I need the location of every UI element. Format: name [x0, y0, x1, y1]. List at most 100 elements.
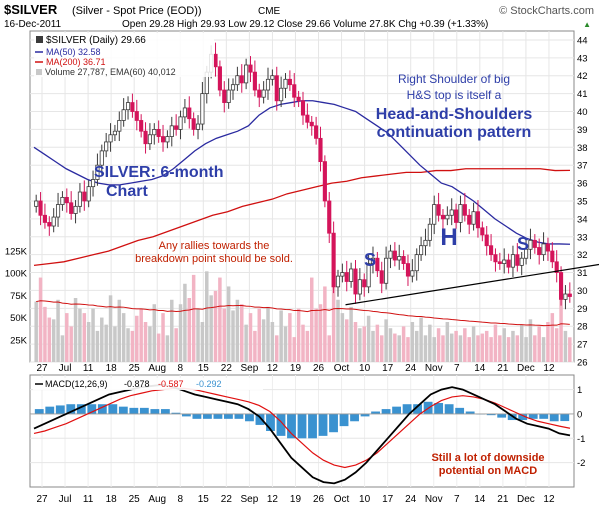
volume-bar [296, 308, 301, 362]
volume-bar [51, 319, 56, 362]
candle-body [55, 204, 61, 218]
volume-bar [200, 322, 205, 362]
candle-body [279, 87, 284, 102]
right-shoulder-label: S [517, 234, 529, 254]
candle-body [449, 209, 454, 216]
candle-body [322, 161, 327, 202]
candle [95, 153, 100, 186]
macd-date-tick-label: 12 [543, 494, 555, 505]
volume-bar [65, 313, 69, 362]
volume-bar [323, 286, 327, 362]
candle-body [515, 254, 520, 266]
candle-body [392, 250, 397, 261]
macd-date-tick-label: 11 [83, 494, 94, 505]
candle-body [38, 200, 43, 216]
volume-bar [533, 335, 537, 362]
macd-histogram-bar [76, 404, 86, 414]
candle [86, 180, 91, 208]
date-tick-label: 18 [106, 363, 118, 374]
volume-bar [554, 328, 559, 362]
candle [182, 98, 187, 124]
volume-bar [528, 319, 533, 362]
candle-body [178, 116, 183, 130]
date-tick-label: Oct [334, 363, 350, 374]
candle [230, 78, 236, 100]
candle [392, 242, 397, 267]
candle [532, 234, 537, 254]
candle [414, 248, 419, 281]
volume-bar [205, 271, 209, 362]
candle [125, 96, 131, 120]
axis-label-layer: 26 27 28 29 30 31 32 33 34 35 36 37 38 39 40 41 42 43 44 27… [5, 35, 588, 505]
legend-main: $SILVER (Daily) 29.66 [46, 35, 146, 46]
candle [265, 67, 271, 100]
volume-bar [314, 308, 318, 362]
candle [537, 238, 542, 265]
candle [217, 60, 222, 97]
legend-candle-swatch [36, 36, 43, 43]
volume-bar [95, 330, 100, 362]
symbol-title: $SILVER [4, 2, 58, 17]
candle [134, 99, 139, 131]
volume-bar [174, 328, 178, 362]
candle [165, 130, 170, 149]
volume-bar [441, 335, 445, 362]
volume-bar [362, 326, 366, 362]
candle [370, 246, 376, 274]
macd-date-tick-label: 8 [177, 494, 183, 505]
macd-histogram-bar [266, 413, 275, 431]
candle-body [375, 257, 380, 272]
candle [462, 192, 467, 222]
macd-date-tick-label: 17 [382, 494, 394, 505]
candle [484, 226, 489, 256]
candle [506, 253, 511, 274]
candle-body [349, 268, 354, 282]
candle-body [257, 89, 262, 98]
volume-bar [423, 335, 428, 362]
candle-body [454, 209, 459, 223]
candle [108, 123, 113, 152]
macd-date-tick-label: 21 [497, 494, 509, 505]
candle-body [82, 191, 87, 202]
candle [139, 114, 144, 138]
candle-body [195, 123, 201, 130]
macd-histogram-bar [549, 413, 559, 422]
macd-date-tick-label: 22 [221, 494, 233, 505]
macd-histogram-bar [560, 413, 570, 422]
macd-tick-label: -2 [577, 458, 585, 469]
volume-bar [47, 317, 52, 362]
volume-bar [266, 306, 270, 362]
candle-body [287, 78, 292, 86]
volume-bar [449, 333, 454, 362]
candle-body [156, 129, 161, 137]
volume-bar [515, 335, 520, 362]
price-tick-label: 38 [577, 143, 588, 154]
price-tick-label: 41 [577, 89, 588, 100]
macd-date-tick-label: Dec [517, 494, 535, 505]
candle-body [134, 111, 139, 121]
macd-legend-background [33, 378, 263, 390]
macd-note-line1: Still a lot of downside [431, 452, 544, 464]
candle [362, 273, 367, 297]
legend-volume: Volume 27,787, EMA(60) 40,012 [45, 67, 176, 77]
date-tick-label: 10 [359, 363, 371, 374]
candle [344, 260, 349, 292]
candle-body [506, 259, 511, 268]
volume-bar [340, 313, 345, 362]
volume-bar [226, 286, 231, 362]
macd-date-tick-label: 24 [405, 494, 417, 505]
candle-body [230, 84, 236, 91]
candle [340, 263, 345, 283]
candle-body [414, 254, 419, 272]
date-tick-label: Sep [240, 363, 258, 374]
price-tick-label: 31 [577, 268, 588, 279]
candle-body [69, 202, 74, 214]
volume-bar [170, 299, 174, 362]
macd-histogram-bar [434, 403, 444, 414]
left-shoulder-label: S [364, 250, 376, 270]
macd-histogram-bar [213, 413, 223, 419]
macd-histogram-bar [392, 406, 402, 414]
volume-bar [178, 304, 183, 362]
candle [318, 126, 323, 172]
volume-bar [283, 326, 288, 362]
